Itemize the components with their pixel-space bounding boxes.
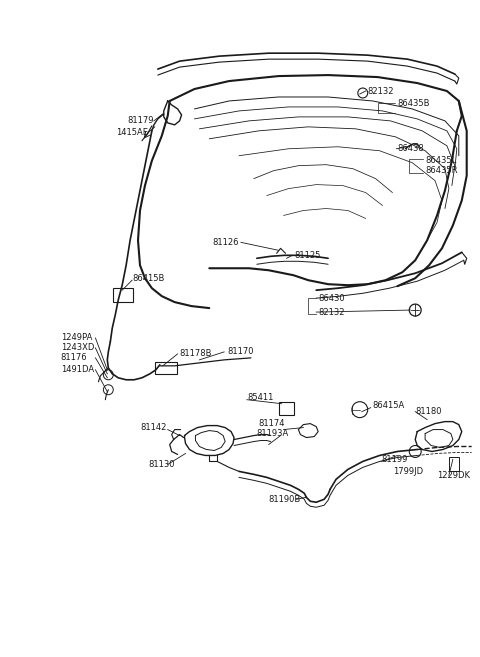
Circle shape bbox=[409, 445, 421, 457]
Text: 1415AE: 1415AE bbox=[116, 128, 148, 137]
Text: 86415A: 86415A bbox=[372, 401, 405, 410]
Text: 1491DA: 1491DA bbox=[61, 365, 94, 374]
Text: 81178B: 81178B bbox=[180, 350, 212, 358]
Bar bbox=[278, 401, 294, 415]
Circle shape bbox=[103, 370, 113, 380]
Text: 86435R: 86435R bbox=[425, 166, 457, 175]
Bar bbox=[155, 362, 177, 374]
Circle shape bbox=[103, 385, 113, 395]
Text: 1249PA: 1249PA bbox=[61, 334, 92, 342]
Text: 86415B: 86415B bbox=[132, 274, 165, 283]
Text: 85411: 85411 bbox=[247, 393, 273, 402]
Text: 81180: 81180 bbox=[415, 407, 442, 416]
Text: 86435L: 86435L bbox=[425, 156, 456, 165]
Text: 81142: 81142 bbox=[140, 423, 167, 432]
Text: 81179: 81179 bbox=[127, 116, 154, 125]
Text: 81193A: 81193A bbox=[257, 429, 289, 438]
Text: 86438: 86438 bbox=[397, 145, 424, 153]
Text: 82132: 82132 bbox=[368, 87, 394, 95]
Text: 86435B: 86435B bbox=[397, 99, 430, 108]
Circle shape bbox=[409, 304, 421, 316]
Text: 81125: 81125 bbox=[294, 251, 321, 260]
Text: 81130: 81130 bbox=[148, 460, 174, 469]
Text: 81199: 81199 bbox=[382, 455, 408, 464]
Text: 1799JD: 1799JD bbox=[394, 467, 423, 476]
Text: 81174: 81174 bbox=[259, 419, 285, 428]
Text: 81170: 81170 bbox=[227, 348, 253, 356]
Text: 1243XD: 1243XD bbox=[61, 344, 94, 352]
Text: 82132: 82132 bbox=[318, 307, 345, 317]
Circle shape bbox=[358, 88, 368, 98]
Text: 81176: 81176 bbox=[61, 353, 87, 363]
Circle shape bbox=[352, 401, 368, 418]
Bar bbox=[449, 457, 459, 471]
Bar bbox=[113, 288, 133, 302]
Text: 81190B: 81190B bbox=[269, 495, 301, 504]
Text: 81126: 81126 bbox=[213, 238, 239, 247]
Text: 86430: 86430 bbox=[318, 294, 345, 303]
Text: 1229DK: 1229DK bbox=[437, 471, 470, 480]
